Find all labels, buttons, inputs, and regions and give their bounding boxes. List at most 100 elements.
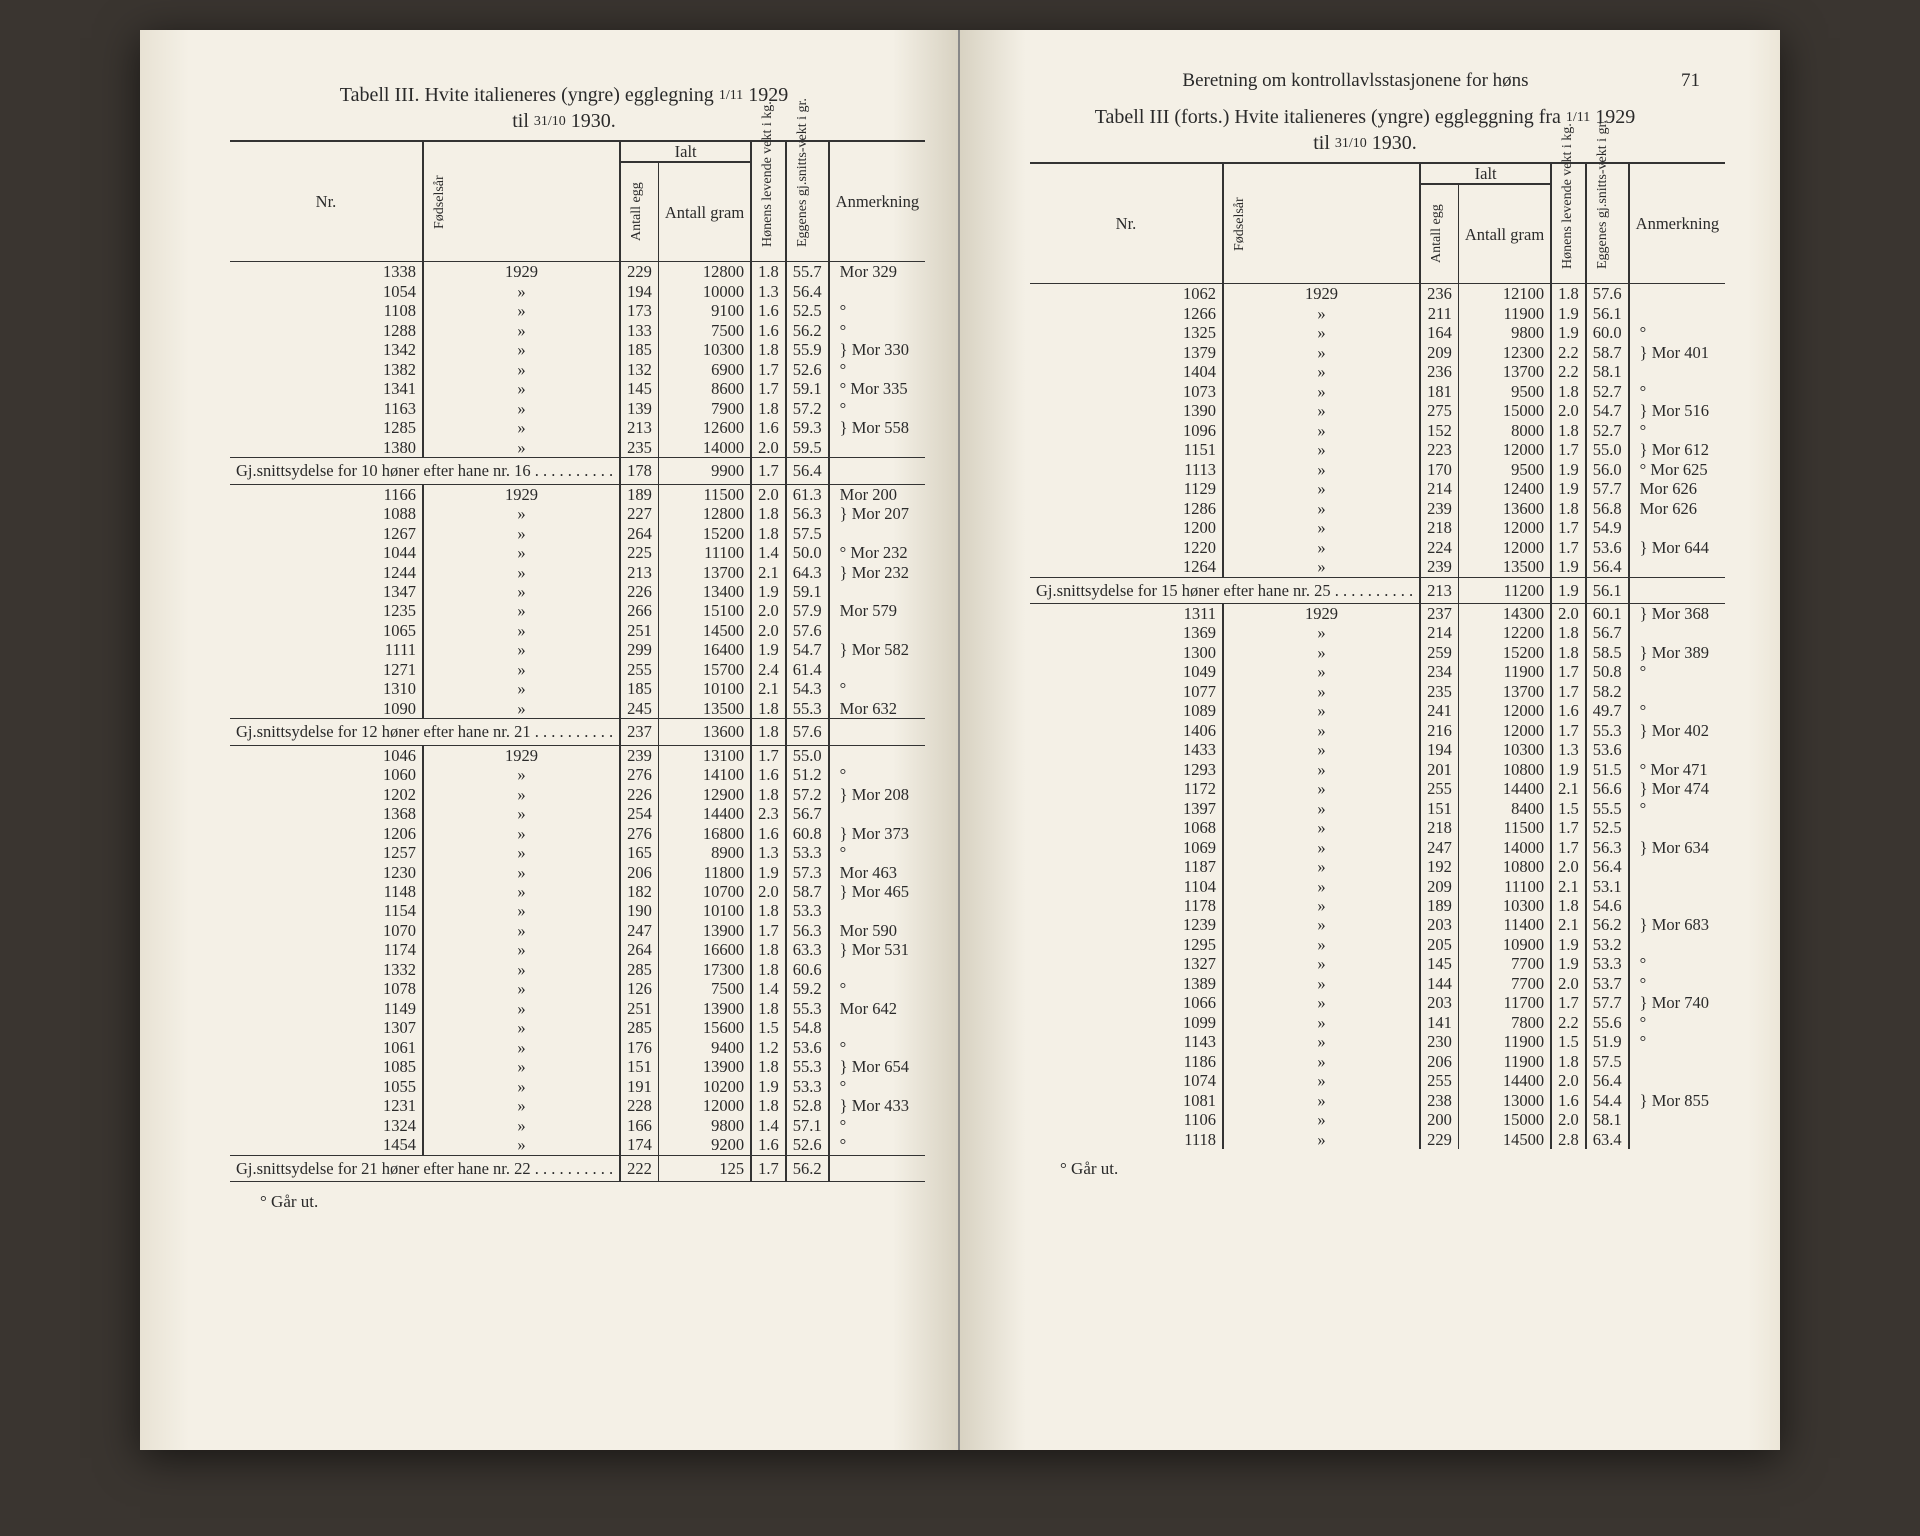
table-row: 1311 1929 237 14300 2.0 60.1 } Mor 368: [1030, 603, 1725, 623]
table-row: 1454 » 174 9200 1.6 52.6 °: [230, 1135, 925, 1155]
rcol-fodselsar: Fødselsår: [1230, 175, 1251, 273]
table-row: 1310 » 185 10100 2.1 54.3 °: [230, 679, 925, 698]
table-row: 1085 » 151 13900 1.8 55.3 } Mor 654: [230, 1057, 925, 1076]
table-row: 1338 1929 229 12800 1.8 55.7 Mor 329: [230, 262, 925, 282]
table-row: 1347 » 226 13400 1.9 59.1: [230, 582, 925, 601]
title-text-a: Tabell III. Hvite italieneres (yngre) eg…: [340, 84, 714, 106]
table-row: 1200 » 218 12000 1.7 54.9: [1030, 518, 1725, 537]
section-row: Gj.snittsydelse for 12 høner efter hane …: [230, 719, 925, 745]
table-row: 1129 » 214 12400 1.9 57.7 Mor 626: [1030, 479, 1725, 498]
table-row: 1271 » 255 15700 2.4 61.4: [230, 660, 925, 679]
table-row: 1178 » 189 10300 1.8 54.6: [1030, 896, 1725, 915]
table-row: 1054 » 194 10000 1.3 56.4: [230, 282, 925, 301]
table-row: 1433 » 194 10300 1.3 53.6: [1030, 740, 1725, 759]
table-row: 1068 » 218 11500 1.7 52.5: [1030, 818, 1725, 837]
table-row: 1073 » 181 9500 1.8 52.7 °: [1030, 382, 1725, 401]
table-row: 1060 » 276 14100 1.6 51.2 °: [230, 765, 925, 784]
book-spread: Tabell III. Hvite italieneres (yngre) eg…: [140, 30, 1780, 1450]
table-row: 1325 » 164 9800 1.9 60.0 °: [1030, 323, 1725, 342]
table-row: 1166 1929 189 11500 2.0 61.3 Mor 200: [230, 484, 925, 504]
left-footnote: ° Går ut.: [260, 1192, 898, 1212]
table-row: 1069 » 247 14000 1.7 56.3 } Mor 634: [1030, 838, 1725, 857]
title-date-b: 31/10: [534, 114, 566, 129]
title-date-a: 1/11: [719, 88, 743, 103]
table-row: 1108 » 173 9100 1.6 52.5 °: [230, 301, 925, 320]
table-row: 1151 » 223 12000 1.7 55.0 } Mor 612: [1030, 440, 1725, 459]
table-row: 1220 » 224 12000 1.7 53.6 } Mor 644: [1030, 538, 1725, 557]
col-honens: Hønens levende vekt i kg.: [758, 153, 779, 251]
table-row: 1106 » 200 15000 2.0 58.1: [1030, 1110, 1725, 1129]
right-footnote: ° Går ut.: [1060, 1159, 1700, 1179]
table-row: 1065 » 251 14500 2.0 57.6: [230, 621, 925, 640]
title-year-b: 1930.: [571, 110, 616, 132]
table-row: 1099 » 141 7800 2.2 55.6 °: [1030, 1013, 1725, 1032]
section-row: Gj.snittsydelse for 21 høner efter hane …: [230, 1155, 925, 1181]
table-row: 1062 1929 236 12100 1.8 57.6: [1030, 284, 1725, 304]
table-row: 1046 1929 239 13100 1.7 55.0: [230, 745, 925, 765]
table-row: 1104 » 209 11100 2.1 53.1: [1030, 877, 1725, 896]
rtitle-a: Tabell III (forts.) Hvite italieneres (y…: [1095, 106, 1561, 128]
table-row: 1285 » 213 12600 1.6 59.3 } Mor 558: [230, 418, 925, 437]
table-row: 1382 » 132 6900 1.7 52.6 °: [230, 360, 925, 379]
table-row: 1300 » 259 15200 1.8 58.5 } Mor 389: [1030, 643, 1725, 662]
table-row: 1239 » 203 11400 2.1 56.2 } Mor 683: [1030, 915, 1725, 934]
table-row: 1266 » 211 11900 1.9 56.1: [1030, 304, 1725, 323]
rcol-ialt: Ialt: [1420, 163, 1551, 184]
section-row: Gj.snittsydelse for 15 høner efter hane …: [1030, 577, 1725, 603]
col-fodselsar: Fødselsår: [430, 153, 451, 251]
table-row: 1264 » 239 13500 1.9 56.4: [1030, 557, 1725, 577]
table-row: 1327 » 145 7700 1.9 53.3 °: [1030, 954, 1725, 973]
page-number: 71: [1681, 70, 1700, 92]
table-row: 1307 » 285 15600 1.5 54.8: [230, 1018, 925, 1037]
table-row: 1231 » 228 12000 1.8 52.8 } Mor 433: [230, 1096, 925, 1115]
rcol-gram: Antall gram: [1458, 184, 1551, 284]
table-row: 1111 » 299 16400 1.9 54.7 } Mor 582: [230, 640, 925, 659]
table-row: 1143 » 230 11900 1.5 51.9 °: [1030, 1032, 1725, 1051]
rtitle-year-b: 1930.: [1372, 132, 1417, 154]
right-running-head: Beretning om kontrollavlsstasjonene for …: [1030, 70, 1700, 92]
table-row: 1293 » 201 10800 1.9 51.5 ° Mor 471: [1030, 760, 1725, 779]
title-text-b: til: [512, 110, 529, 132]
table-row: 1397 » 151 8400 1.5 55.5 °: [1030, 799, 1725, 818]
table-row: 1172 » 255 14400 2.1 56.6 } Mor 474: [1030, 779, 1725, 798]
col-nr: Nr.: [230, 141, 423, 262]
table-row: 1267 » 264 15200 1.8 57.5: [230, 524, 925, 543]
table-row: 1369 » 214 12200 1.8 56.7: [1030, 623, 1725, 642]
rcol-anm: Anmerkning: [1629, 163, 1725, 284]
rcol-nr: Nr.: [1030, 163, 1223, 284]
table-row: 1368 » 254 14400 2.3 56.7: [230, 804, 925, 823]
table-row: 1342 » 185 10300 1.8 55.9 } Mor 330: [230, 340, 925, 359]
table-row: 1049 » 234 11900 1.7 50.8 °: [1030, 662, 1725, 681]
section-row: Gj.snittsydelse for 10 høner efter hane …: [230, 458, 925, 484]
table-row: 1379 » 209 12300 2.2 58.7 } Mor 401: [1030, 343, 1725, 362]
right-table: Nr. Fødselsår Ialt Hønens levende vekt i…: [1030, 162, 1725, 1149]
rcol-eggenes: Eggenes gj.snitts-vekt i gr.: [1593, 175, 1614, 273]
left-table: Nr. Fødselsår Ialt Hønens levende vekt i…: [230, 140, 925, 1182]
col-antall-egg: Antall egg: [627, 163, 648, 261]
table-row: 1390 » 275 15000 2.0 54.7 } Mor 516: [1030, 401, 1725, 420]
table-row: 1077 » 235 13700 1.7 58.2: [1030, 682, 1725, 701]
col-anmerkning: Anmerkning: [829, 141, 925, 262]
table-row: 1113 » 170 9500 1.9 56.0 ° Mor 625: [1030, 460, 1725, 479]
rtitle-date-b: 31/10: [1335, 136, 1367, 151]
col-antall-gram: Antall gram: [658, 162, 751, 262]
table-row: 1044 » 225 11100 1.4 50.0 ° Mor 232: [230, 543, 925, 562]
table-row: 1332 » 285 17300 1.8 60.6: [230, 960, 925, 979]
left-page: Tabell III. Hvite italieneres (yngre) eg…: [140, 30, 960, 1450]
table-row: 1206 » 276 16800 1.6 60.8 } Mor 373: [230, 824, 925, 843]
table-row: 1389 » 144 7700 2.0 53.7 °: [1030, 974, 1725, 993]
table-row: 1081 » 238 13000 1.6 54.4 } Mor 855: [1030, 1091, 1725, 1110]
table-row: 1055 » 191 10200 1.9 53.3 °: [230, 1077, 925, 1096]
table-row: 1295 » 205 10900 1.9 53.2: [1030, 935, 1725, 954]
table-row: 1163 » 139 7900 1.8 57.2 °: [230, 399, 925, 418]
table-row: 1288 » 133 7500 1.6 56.2 °: [230, 321, 925, 340]
table-row: 1088 » 227 12800 1.8 56.3 } Mor 207: [230, 504, 925, 523]
table-row: 1118 » 229 14500 2.8 63.4: [1030, 1130, 1725, 1149]
rtitle-b: til: [1313, 132, 1330, 154]
rcol-egg: Antall egg: [1427, 185, 1448, 283]
table-row: 1174 » 264 16600 1.8 63.3 } Mor 531: [230, 940, 925, 959]
table-row: 1187 » 192 10800 2.0 56.4: [1030, 857, 1725, 876]
table-row: 1341 » 145 8600 1.7 59.1 ° Mor 335: [230, 379, 925, 398]
rcol-honens: Hønens levende vekt i kg.: [1558, 175, 1579, 273]
table-row: 1070 » 247 13900 1.7 56.3 Mor 590: [230, 921, 925, 940]
